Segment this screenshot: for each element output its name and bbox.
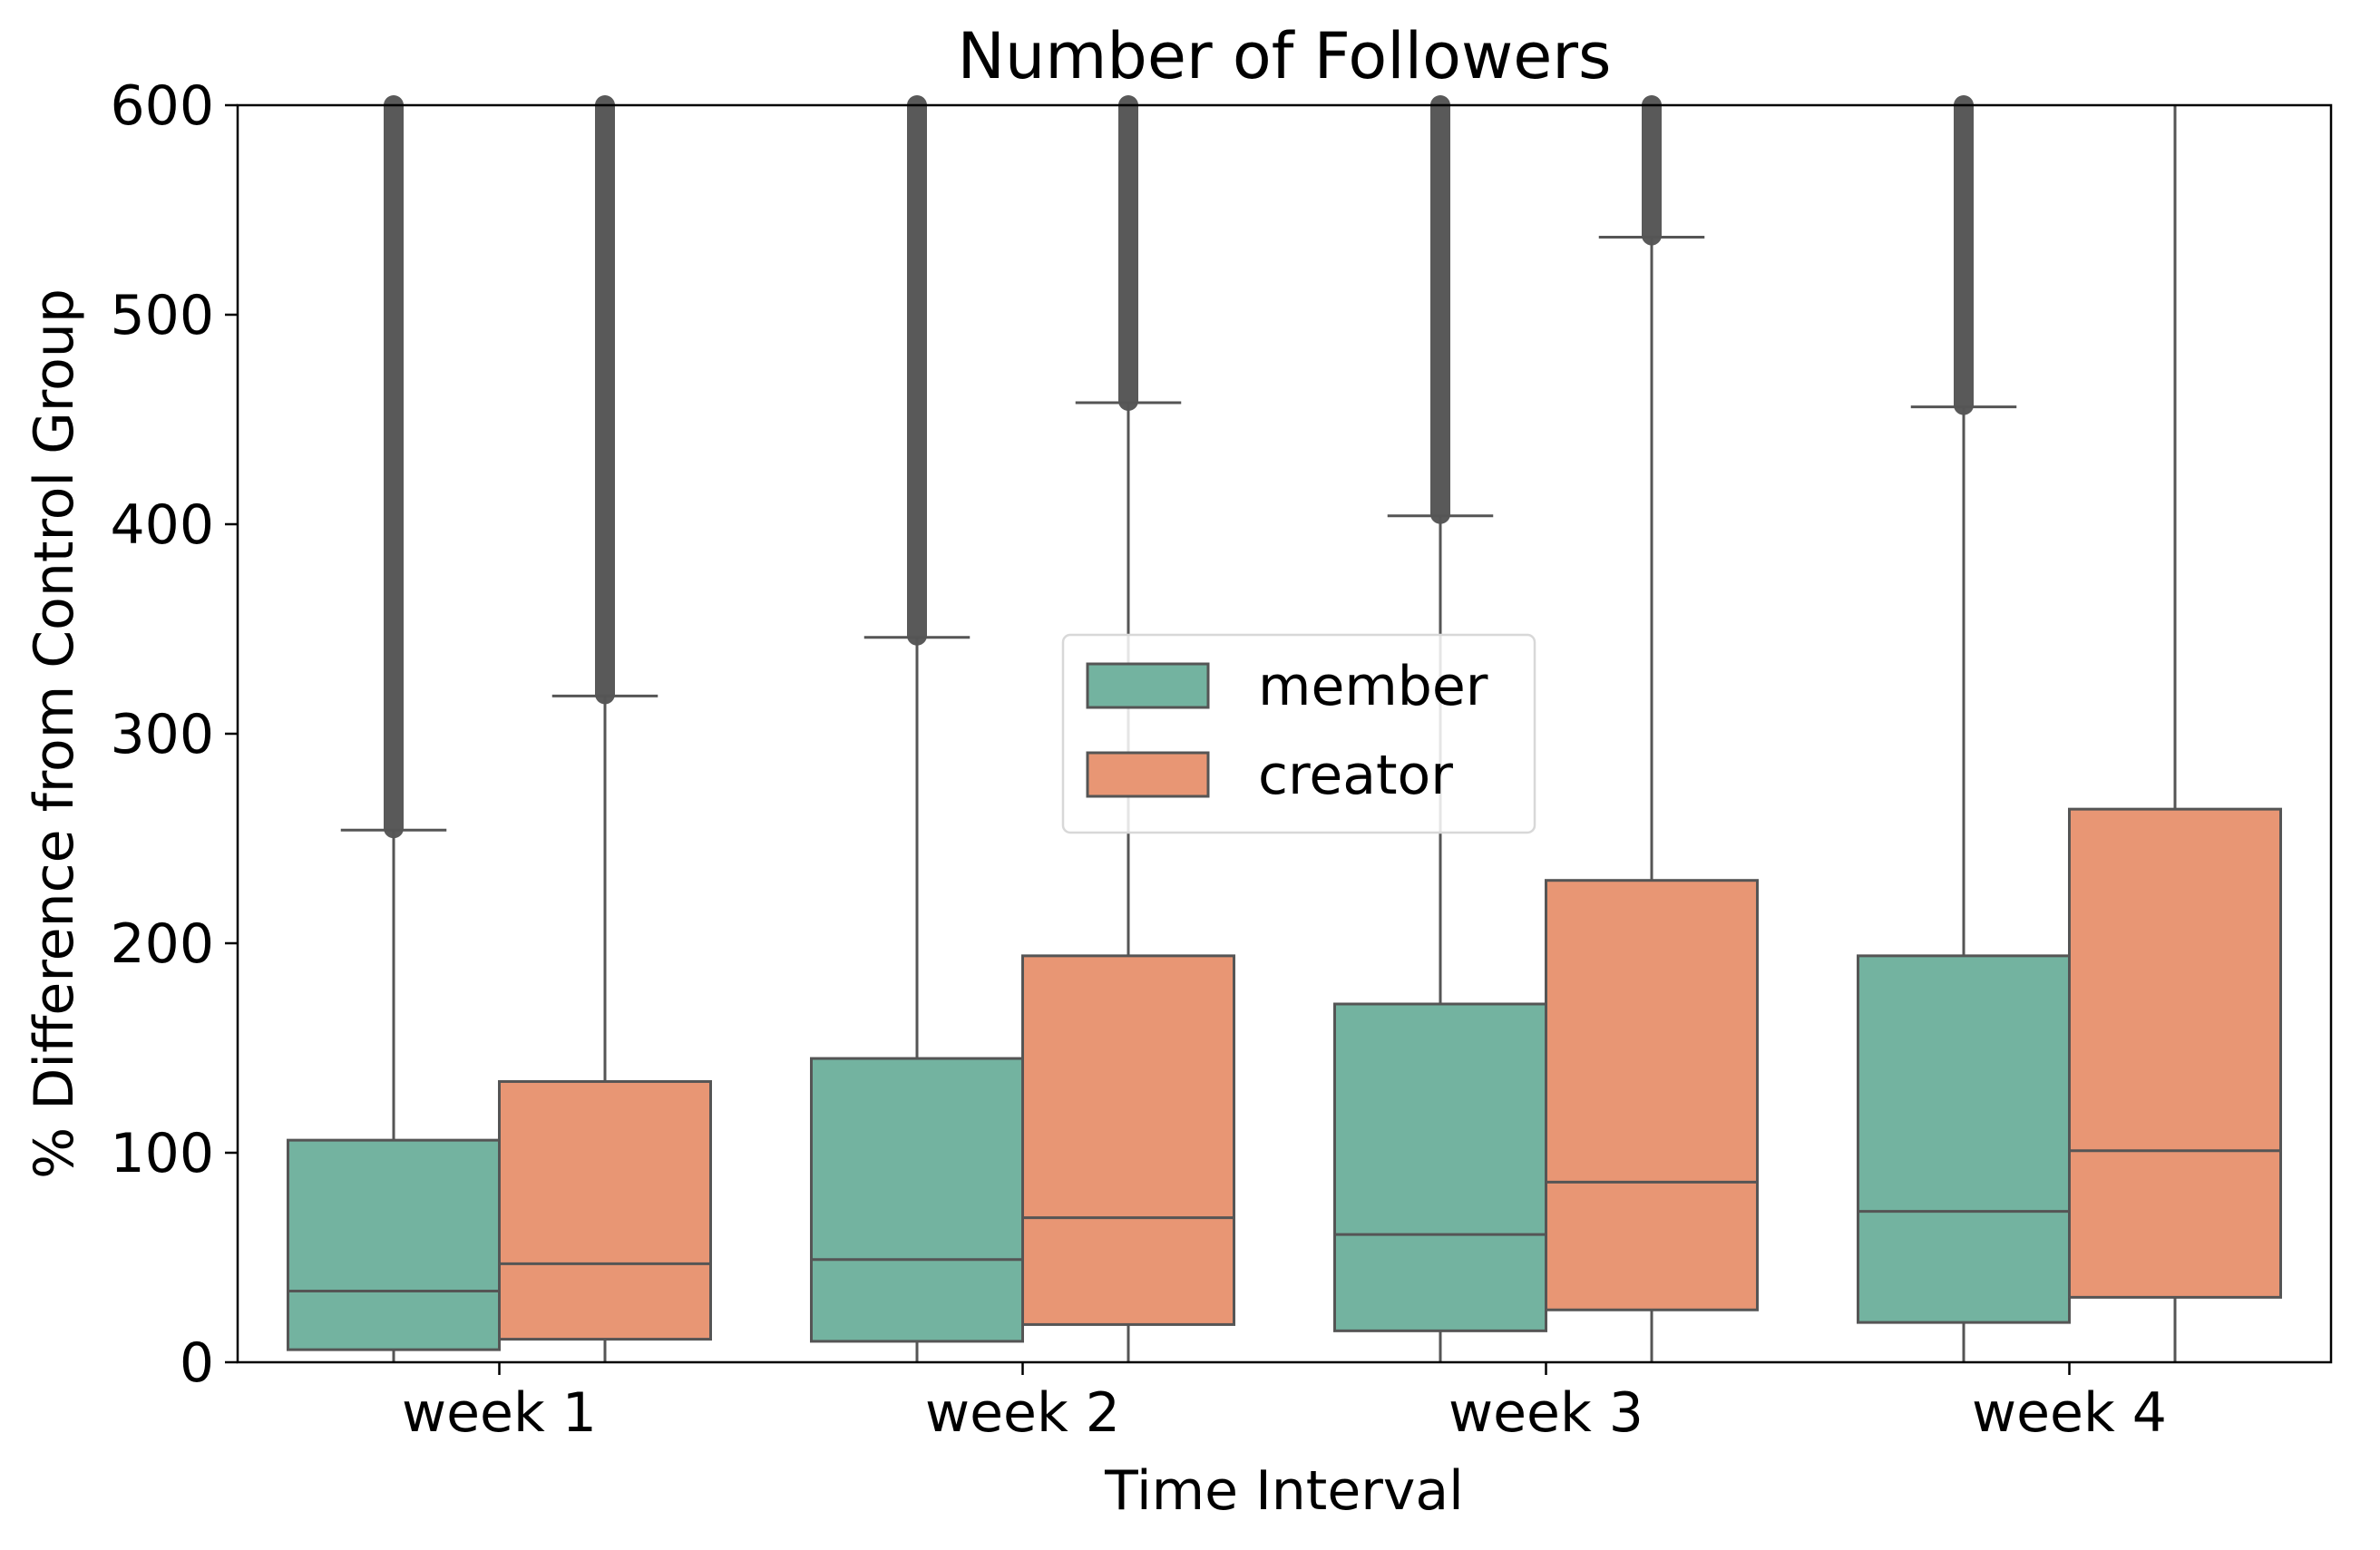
chart-title: Number of Followers [957,19,1611,93]
iqr-box [1545,879,1759,1311]
box-member-week-4 [1857,95,2071,1362]
y-tick-label: 200 [110,912,214,976]
y-tick-label: 500 [110,284,214,347]
y-axis-label: % Difference from Control Group [23,288,86,1179]
x-tick-label: week 4 [1972,1381,2167,1445]
iqr-box [1857,954,2071,1324]
y-tick-label: 600 [110,74,214,138]
x-axis: week 1 week 2 week 3 week 4 [402,1362,2167,1445]
x-tick-label: week 1 [402,1381,597,1445]
y-tick-label: 100 [110,1122,214,1185]
legend-swatch-creator [1086,751,1210,798]
box-creator-week-2 [1021,95,1235,1362]
iqr-box [498,1079,712,1341]
iqr-box [1021,954,1235,1326]
y-tick-label: 300 [110,703,214,766]
legend-label-member: member [1258,655,1488,718]
x-tick-label: week 3 [1448,1381,1644,1445]
box-member-week-1 [287,95,501,1362]
box-member-week-3 [1333,95,1547,1362]
plot-area [287,95,2282,1362]
box-creator-week-4 [2068,105,2282,1362]
x-tick-label: week 2 [925,1381,1120,1445]
legend-label-creator: creator [1258,744,1453,807]
legend: member creator [1061,633,1536,834]
box-creator-week-1 [498,95,712,1362]
legend-swatch-member [1086,662,1210,709]
iqr-box [1333,1002,1547,1332]
x-axis-label: Time Interval [1104,1459,1464,1523]
iqr-box [287,1138,501,1351]
iqr-box [810,1057,1024,1343]
y-tick-label: 0 [180,1331,214,1395]
box-member-week-2 [810,95,1024,1362]
iqr-box [2068,807,2282,1299]
box-creator-week-3 [1545,95,1759,1362]
y-tick-label: 400 [110,493,214,557]
y-axis: 0 100 200 300 400 500 600 [110,74,238,1395]
